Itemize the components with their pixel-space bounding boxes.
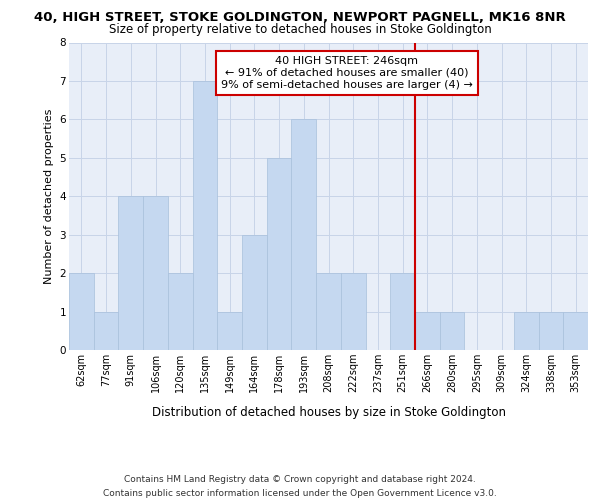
Bar bbox=[143, 196, 168, 350]
Text: Distribution of detached houses by size in Stoke Goldington: Distribution of detached houses by size … bbox=[152, 406, 506, 419]
Y-axis label: Number of detached properties: Number of detached properties bbox=[44, 108, 54, 284]
Bar bbox=[69, 273, 94, 350]
Bar bbox=[341, 273, 365, 350]
Bar bbox=[118, 196, 143, 350]
Text: Contains HM Land Registry data © Crown copyright and database right 2024.
Contai: Contains HM Land Registry data © Crown c… bbox=[103, 476, 497, 498]
Bar bbox=[563, 312, 588, 350]
Bar bbox=[514, 312, 539, 350]
Bar bbox=[440, 312, 464, 350]
Bar bbox=[193, 81, 217, 350]
Bar bbox=[390, 273, 415, 350]
Bar bbox=[217, 312, 242, 350]
Bar bbox=[267, 158, 292, 350]
Bar bbox=[168, 273, 193, 350]
Bar bbox=[292, 120, 316, 350]
Bar bbox=[539, 312, 563, 350]
Text: 40 HIGH STREET: 246sqm
← 91% of detached houses are smaller (40)
9% of semi-deta: 40 HIGH STREET: 246sqm ← 91% of detached… bbox=[221, 56, 473, 90]
Bar bbox=[415, 312, 440, 350]
Text: 40, HIGH STREET, STOKE GOLDINGTON, NEWPORT PAGNELL, MK16 8NR: 40, HIGH STREET, STOKE GOLDINGTON, NEWPO… bbox=[34, 11, 566, 24]
Bar bbox=[316, 273, 341, 350]
Bar bbox=[242, 234, 267, 350]
Text: Size of property relative to detached houses in Stoke Goldington: Size of property relative to detached ho… bbox=[109, 22, 491, 36]
Bar bbox=[94, 312, 118, 350]
